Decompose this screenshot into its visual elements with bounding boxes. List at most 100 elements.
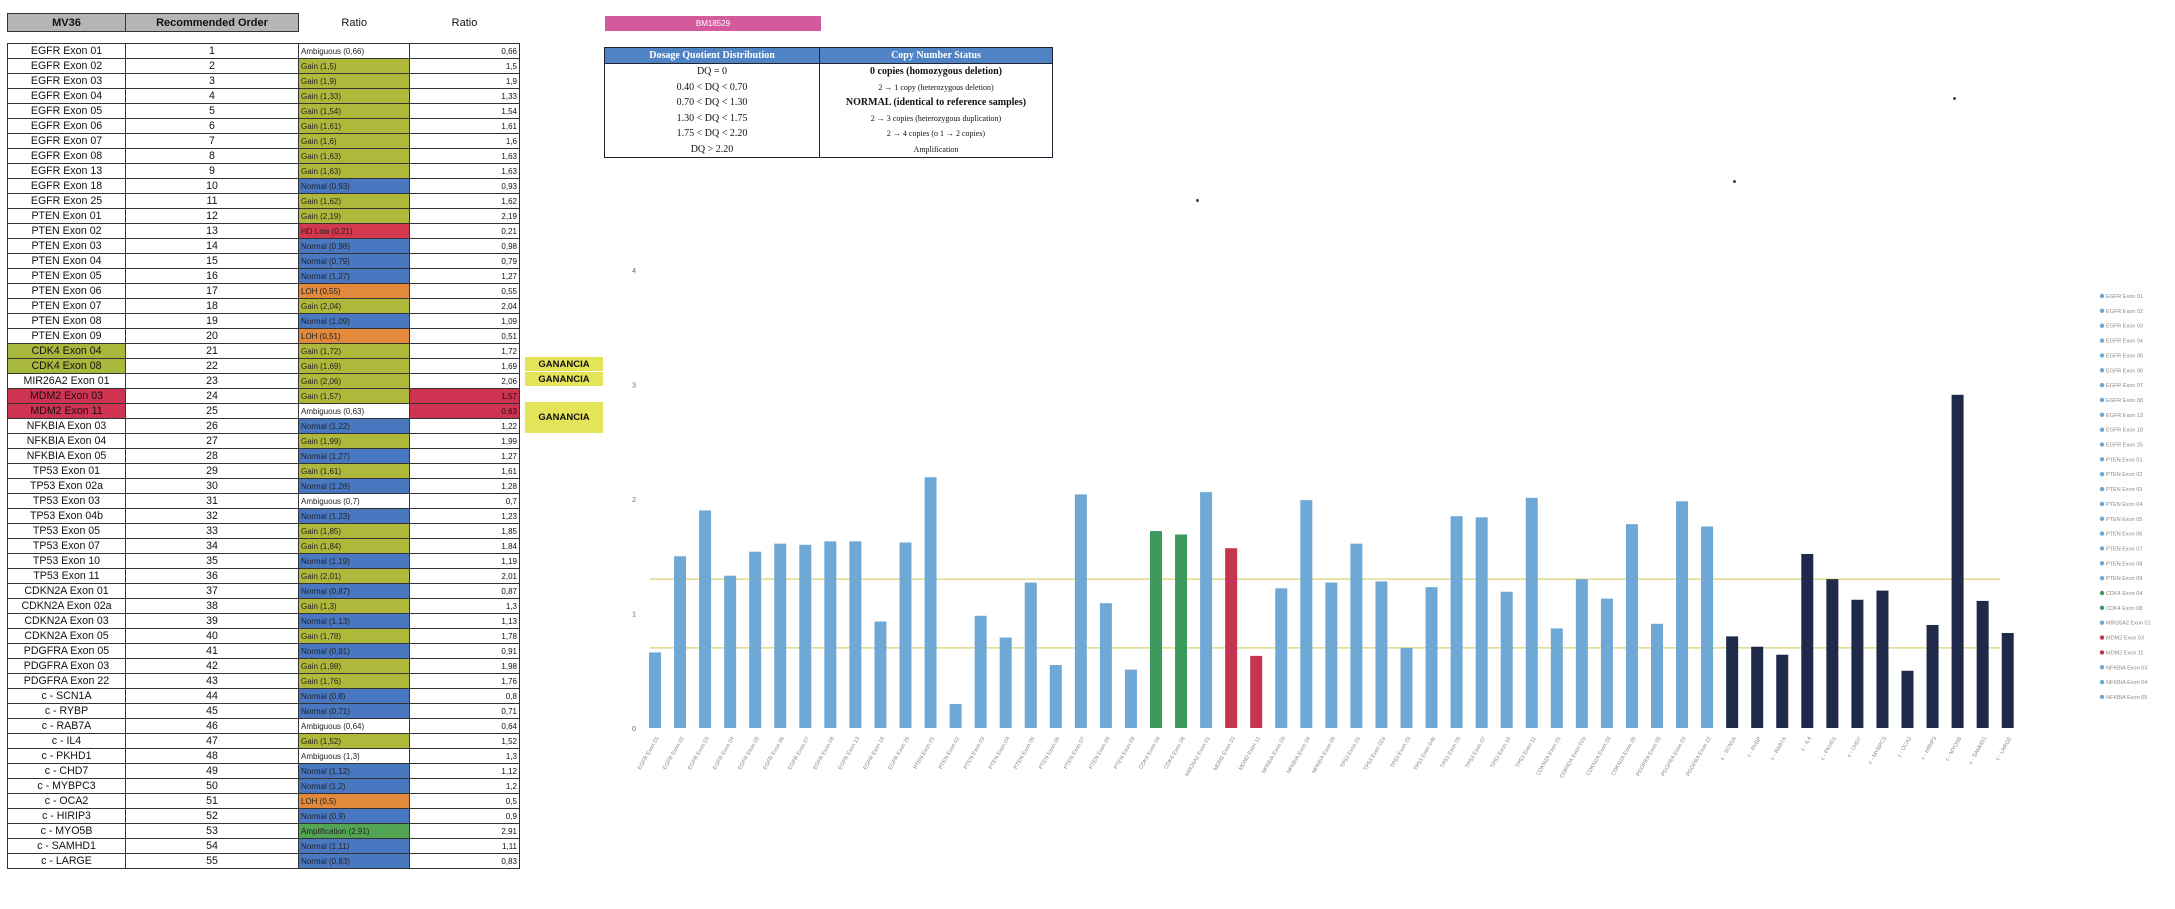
x-tick-label: PTEN Exon 08: [1088, 736, 1111, 771]
ratio-value: 2,06: [409, 373, 520, 389]
ratio-status: LOH (0,5): [298, 793, 410, 809]
legend-marker: [2099, 442, 2105, 447]
y-tick-label: 4: [632, 268, 636, 275]
table-row: PTEN Exon 04 15 Normal (0,79) 0,79: [7, 253, 520, 269]
dq-row: 0.70 < DQ < 1.30 NORMAL (identical to ref…: [604, 95, 1053, 111]
table-row: TP53 Exon 02a 30 Normal (1,28) 1,28: [7, 478, 520, 494]
ratio-status: Ambiguous (1,3): [298, 748, 410, 764]
bar: [924, 477, 937, 728]
ratio-status: Gain (1,99): [298, 433, 410, 449]
bar: [949, 703, 962, 728]
bar: [1726, 636, 1739, 728]
table-row: PDGFRA Exon 03 42 Gain (1,98) 1,98: [7, 658, 520, 674]
probe-name: NFKBIA Exon 05: [7, 448, 126, 464]
legend-entry: EGFR Exon 07: [2106, 383, 2143, 389]
recommended-order: 1: [125, 43, 299, 59]
legend-marker: [2099, 501, 2105, 507]
table-row: EGFR Exon 08 8 Gain (1,63) 1,63: [7, 148, 520, 164]
recommended-order: 20: [125, 328, 299, 344]
table-row: PTEN Exon 07 18 Gain (2,04) 2,04: [7, 298, 520, 314]
table-row: PTEN Exon 03 14 Normal (0,98) 0,98: [7, 238, 520, 254]
probe-name: c - PKHD1: [7, 748, 126, 764]
dosage-quotient-table: Dosage Quotient Distribution Copy Number…: [604, 47, 1053, 158]
ratio-status: Ambiguous (0,7): [298, 493, 410, 509]
recommended-order: 19: [125, 313, 299, 329]
bar: [1951, 394, 1964, 728]
probe-name: PTEN Exon 04: [7, 253, 126, 269]
ratio-value: 2,04: [409, 298, 520, 314]
bar: [1776, 654, 1789, 728]
x-tick-label: c - HIRIP3: [1920, 736, 1938, 761]
recommended-order: 48: [125, 748, 299, 764]
x-tick-label: TP53 Exon 11: [1515, 736, 1537, 769]
ratio-value: 1,72: [409, 343, 520, 359]
table-row: TP53 Exon 10 35 Normal (1,19) 1,19: [7, 553, 520, 569]
bar: [1275, 588, 1288, 728]
dq-range: 1.75 < DQ < 2.20: [604, 126, 820, 142]
ratio-status: Gain (1,9): [298, 73, 410, 89]
ratio-value: 1,99: [409, 433, 520, 449]
recommended-order: 35: [125, 553, 299, 569]
table-row: NFKBIA Exon 04 27 Gain (1,99) 1,99: [7, 433, 520, 449]
x-tick-label: c - CHD7: [1847, 736, 1864, 759]
bar: [1300, 500, 1313, 728]
ratio-value: 1,61: [409, 118, 520, 134]
ratio-status: Gain (1,57): [298, 388, 410, 404]
probe-name: EGFR Exon 07: [7, 133, 126, 149]
ratio-value: 0,93: [409, 178, 520, 194]
x-tick-label: CDKN2A Exon 02a: [1559, 735, 1588, 779]
ratio-status: Normal (1,23): [298, 508, 410, 524]
recommended-order: 50: [125, 778, 299, 794]
recommended-order: 47: [125, 733, 299, 749]
ganancia-badge-cdk4-04: GANANCIA: [525, 357, 603, 371]
probe-name: PTEN Exon 05: [7, 268, 126, 284]
x-tick-label: EGFR Exon 25: [888, 736, 912, 771]
probe-name: c - SAMHD1: [7, 838, 126, 854]
y-tick-label: 0: [632, 726, 636, 733]
y-axis: 0 1 2 3 4: [632, 268, 636, 733]
x-tick-label: PTEN Exon 06: [1038, 736, 1061, 771]
recommended-order: 15: [125, 253, 299, 269]
bar: [1049, 665, 1062, 728]
ratio-status: Ambiguous (0,63): [298, 403, 410, 419]
ratio-value: 1,54: [409, 103, 520, 119]
ganancia-badge-cdk4-08: GANANCIA: [525, 372, 603, 386]
scan-speck: [1733, 180, 1736, 183]
x-tick-label: PTEN Exon 04: [988, 736, 1011, 771]
table-row: EGFR Exon 01 1 Ambiguous (0,66) 0,66: [7, 43, 520, 59]
x-axis-labels: EGFR Exon 01 EGFR Exon 02 EGFR Exon 03 EGFR…: [637, 735, 2014, 779]
recommended-order: 38: [125, 598, 299, 614]
ratio-value: 1,12: [409, 763, 520, 779]
probe-name: c - MYO5B: [7, 823, 126, 839]
ratio-value: 1,61: [409, 463, 520, 479]
bar: [974, 615, 987, 728]
dq-range: DQ = 0: [604, 63, 820, 80]
table-row: c - HIRIP3 52 Normal (0,9) 0,9: [7, 808, 520, 824]
table-row: MIR26A2 Exon 01 23 Gain (2,06) 2,06: [7, 373, 520, 389]
x-tick-label: MDM2 Exon 03: [1213, 736, 1237, 772]
table-row: c - MYBPC3 50 Normal (1,2) 1,2: [7, 778, 520, 794]
legend-marker: [2099, 368, 2105, 373]
bar: [1124, 669, 1137, 728]
bar: [2001, 632, 2014, 728]
ratio-value: 0,55: [409, 283, 520, 299]
x-tick-label: CDK4 Exon 04: [1138, 736, 1161, 771]
probe-name: MIR26A2 Exon 01: [7, 373, 126, 389]
probe-name: TP53 Exon 01: [7, 463, 126, 479]
dq-range: 0.70 < DQ < 1.30: [604, 95, 820, 111]
x-tick-label: c - SAMHD1: [1968, 736, 1988, 765]
legend-entry: MDM2 Exon 03: [2106, 636, 2144, 642]
bar: [1400, 647, 1413, 728]
ratio-value: 1,5: [409, 58, 520, 74]
probe-name: TP53 Exon 07: [7, 538, 126, 554]
legend-entry: EGFR Exon 04: [2106, 339, 2143, 345]
table-row: c - LARGE 55 Normal (0,83) 0,83: [7, 853, 520, 869]
probe-name: c - SCN1A: [7, 688, 126, 704]
x-tick-label: CDKN2A Exon 05: [1611, 736, 1638, 777]
header-ratio-value: Ratio: [409, 13, 520, 32]
ratio-status: Gain (1,52): [298, 733, 410, 749]
ratio-status: Gain (1,85): [298, 523, 410, 539]
